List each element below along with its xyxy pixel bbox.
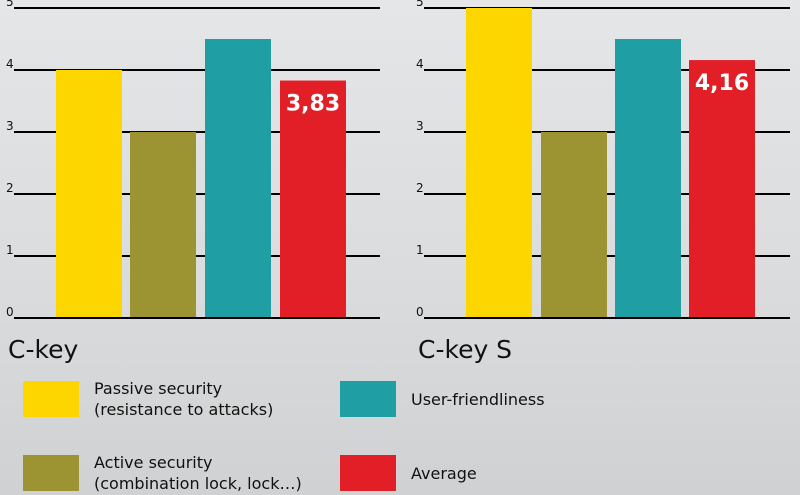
chart-title: C-key [8,335,78,364]
chart-1: 0 1 2 3 4 5 3,83 C-key [6,0,380,364]
y-tick-label: 1 [416,243,424,257]
data-label: 3,83 [286,92,340,117]
legend-item-passive-security: Passive security (resistance to attacks) [23,378,273,420]
bar [689,60,755,319]
legend-line: Average [411,463,477,483]
legend-swatch-user-friendliness [340,381,396,417]
bar [130,132,196,318]
bar [280,80,346,318]
legend-swatch-average [340,455,396,491]
y-tick-label: 3 [416,119,424,133]
legend-item-user-friendliness: User-friendliness [340,381,545,417]
bar [56,70,122,318]
bar [615,39,681,318]
data-label: 4,16 [695,71,749,96]
charts-area: 0 1 2 3 4 5 3,83 C-key 0 1 2 3 4 5 4,16 C-key S [6,0,790,364]
y-tick-label: 5 [416,0,424,9]
y-tick-label: 0 [416,305,424,319]
legend-label-user-friendliness: User-friendliness [411,389,545,410]
legend-item-average: Average [340,455,477,491]
y-tick-label: 4 [416,57,424,71]
legend-line: (resistance to attacks) [94,400,274,419]
bar [466,8,532,318]
bar [541,132,607,318]
y-tick-label: 3 [6,119,14,133]
legend-swatch-active-security [23,455,79,491]
legend-item-active-security: Active security (combination lock, lock…… [23,452,302,494]
chart-title: C-key S [418,335,512,364]
y-tick-label: 1 [6,243,14,257]
y-tick-label: 4 [6,57,14,71]
legend-label-active-security: Active security (combination lock, lock…… [94,452,302,494]
legend-swatch-passive-security [23,381,79,417]
legend: Passive security (resistance to attacks)… [0,372,800,495]
y-tick-label: 5 [6,0,14,9]
y-tick-label: 2 [416,181,424,195]
legend-label-passive-security: Passive security (resistance to attacks) [94,378,273,420]
legend-label-average: Average [411,463,477,484]
y-tick-label: 2 [6,181,14,195]
legend-line: (combination lock, lock…) [94,474,302,493]
legend-line: User-friendliness [411,389,545,409]
legend-line: Passive security [94,379,223,398]
y-tick-label: 0 [6,305,14,319]
bar [205,39,271,318]
chart-2: 0 1 2 3 4 5 4,16 C-key S [416,0,790,364]
legend-line: Active security [94,453,213,472]
